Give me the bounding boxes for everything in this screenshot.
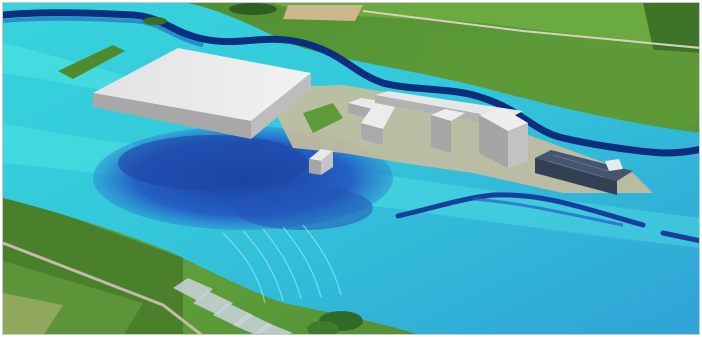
field-lower-left-strip: [3, 261, 143, 334]
tree-clump-top: [229, 3, 277, 15]
road-upper: [362, 10, 699, 49]
flow-channel-2: [472, 197, 624, 227]
warehouse-large: [93, 48, 311, 139]
aerial-scene: [3, 3, 699, 334]
flood-deep-pool-core: [118, 135, 308, 191]
tree-clump-bottom-2: [307, 321, 339, 334]
shed-small: [309, 149, 333, 175]
flow-channel-3: [660, 230, 699, 244]
tree-strip-left: [58, 45, 125, 79]
field-beige-patch: [283, 5, 363, 21]
river-channel: [3, 9, 699, 157]
river-bank-shadow: [3, 16, 204, 47]
tree-clump: [143, 17, 167, 25]
solar-building: [535, 150, 633, 195]
road-lower-left: [3, 241, 203, 334]
site-grass: [303, 103, 343, 133]
greenhouses: [173, 278, 293, 334]
flood-deep-pool-2: [233, 186, 373, 230]
sheet-flow-lines: [222, 224, 342, 304]
building-cluster: [348, 91, 528, 168]
flow-channel-1: [395, 192, 646, 228]
